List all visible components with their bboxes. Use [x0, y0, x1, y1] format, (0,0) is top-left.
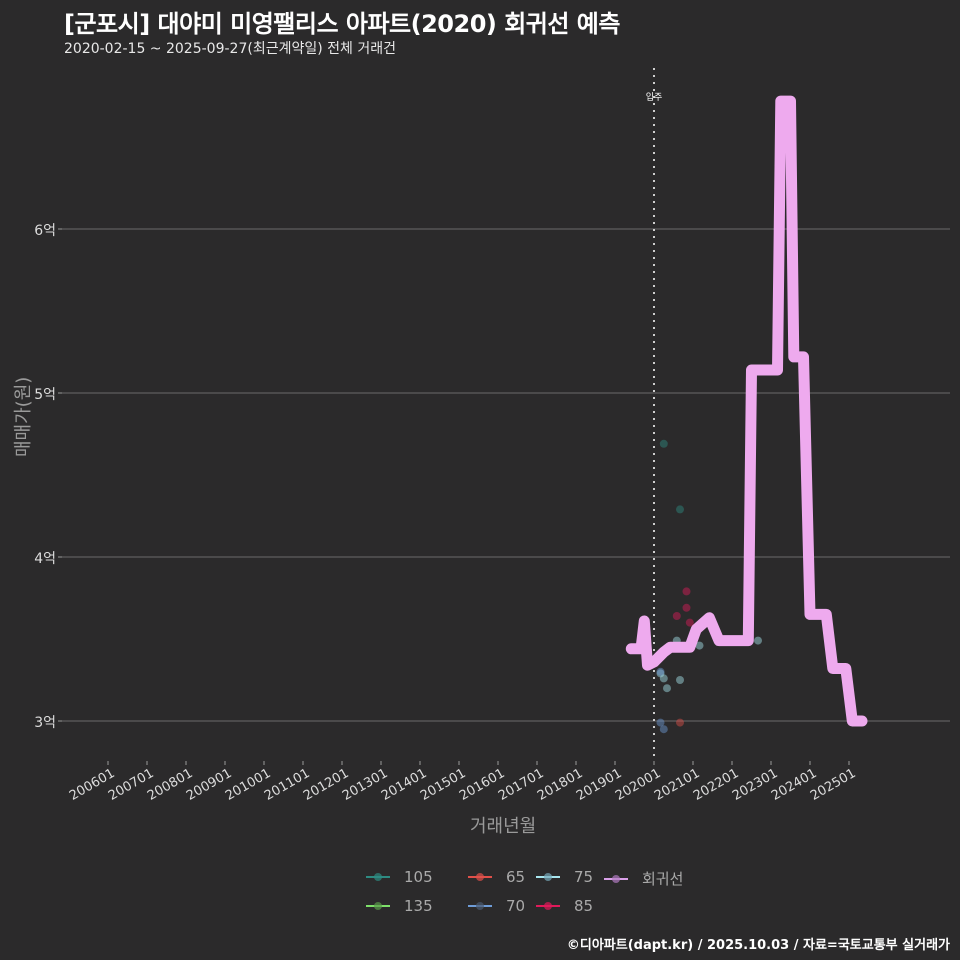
scatter-point-85: [685, 618, 694, 627]
scatter-point-70: [659, 725, 668, 734]
y-tick-4: 4억: [34, 551, 56, 567]
legend-swatch-icon: [604, 872, 628, 886]
chart-subtitle: 2020-02-15 ~ 2025-09-27(최근계약일) 전체 거래건: [64, 41, 396, 57]
scatter-point-75: [695, 641, 704, 650]
scatter-point-105: [676, 505, 684, 514]
legend-item-regression[interactable]: 회귀선: [604, 868, 683, 889]
y-tick-6: 6억: [34, 223, 56, 239]
x-axis-label: 거래년월: [470, 816, 537, 837]
legend-item-70[interactable]: 70: [468, 897, 525, 915]
legend-swatch-icon: [536, 870, 560, 884]
scatter-point-70: [656, 718, 665, 727]
legend-item-135[interactable]: 135: [366, 897, 433, 915]
scatter-point-85: [672, 612, 681, 620]
scatter-point-75: [656, 669, 665, 678]
chart-title: [군포시] 대야미 미영팰리스 아파트(2020) 회귀선 예측: [64, 10, 620, 38]
y-tick-5: 5억: [34, 387, 56, 403]
source-caption: ©디아파트(dapt.kr) / 2025.10.03 / 자료=국토교통부 실…: [566, 938, 950, 953]
y-tick-marks: [58, 228, 62, 722]
scatter-point-75: [676, 676, 684, 684]
move-in-label: 입주: [646, 91, 663, 103]
scatter-point-85: [682, 587, 691, 596]
legend-item-85[interactable]: 85: [536, 897, 593, 915]
scatter-point-75: [754, 636, 762, 645]
legend-swatch-icon: [468, 899, 492, 913]
legend-swatch-icon: [468, 870, 492, 884]
scatter-point-105: [659, 439, 668, 448]
scatter-point-85: [682, 603, 691, 612]
legend-item-75[interactable]: 75: [536, 868, 593, 886]
legend-swatch-icon: [366, 870, 390, 884]
legend-item-65[interactable]: 65: [468, 868, 525, 886]
scatter-point-70: [656, 667, 665, 676]
scatter-points: [656, 439, 762, 734]
regression-line: [625, 95, 868, 727]
legend-swatch-icon: [536, 899, 560, 913]
scatter-point-65: [676, 718, 684, 727]
y-axis-label: 매매가(원): [13, 376, 34, 457]
scatter-point-75: [659, 674, 668, 683]
grid-lines: [62, 228, 950, 722]
scatter-point-75: [663, 684, 671, 693]
legend-item-105[interactable]: 105: [366, 868, 433, 886]
y-tick-3: 3억: [34, 715, 56, 731]
x-tick-marks: [107, 761, 850, 765]
legend-swatch-icon: [366, 899, 390, 913]
